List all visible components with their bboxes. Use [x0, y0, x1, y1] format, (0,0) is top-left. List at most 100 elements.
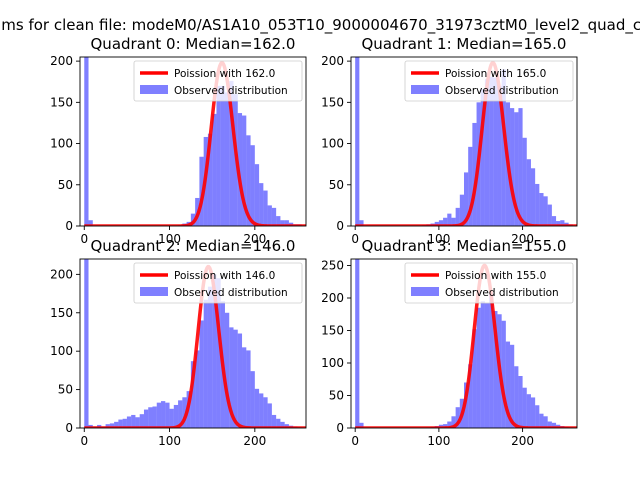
histogram-bar [246, 135, 251, 226]
histogram-bar [493, 77, 498, 226]
histogram-bar [199, 320, 204, 428]
histogram-bar [139, 414, 144, 428]
y-tick-label: 200 [321, 54, 344, 68]
y-tick-label: 200 [321, 291, 344, 305]
y-tick-label: 150 [321, 95, 344, 109]
y-tick-label: 100 [321, 137, 344, 151]
legend-bar-swatch [411, 287, 439, 296]
histogram-bar [233, 329, 238, 428]
legend-box [133, 262, 303, 304]
histogram-bar [212, 113, 217, 226]
histogram-bar [165, 402, 170, 428]
histogram-bar [216, 85, 221, 226]
legend-label-poisson: Poission with 165.0 [445, 68, 546, 80]
histogram-bar [152, 406, 157, 428]
legend-box [133, 60, 303, 102]
legend-bar-swatch [140, 287, 168, 296]
histogram-bar [237, 333, 243, 428]
histogram-bar [212, 274, 217, 428]
histogram-bar [178, 400, 183, 428]
histogram-bar [464, 172, 469, 226]
histogram-bar [518, 108, 523, 226]
histogram-bar [135, 417, 140, 428]
histogram-bar [199, 156, 204, 226]
histogram-bar [547, 204, 552, 226]
legend-box [404, 262, 574, 304]
histogram-bar [539, 193, 544, 226]
histogram-bar [530, 397, 536, 428]
histogram-bar [122, 418, 127, 428]
x-tick-label: 0 [351, 232, 359, 246]
histogram-bar [224, 312, 230, 428]
plot-area [83, 259, 306, 428]
panel-title: Quadrant 1: Median=165.0 [362, 35, 567, 53]
y-tick-label: 150 [50, 95, 73, 109]
histogram-bar [468, 364, 473, 428]
histogram-bar [451, 217, 456, 226]
y-tick-label: 150 [50, 306, 73, 320]
figure-suptitle: Histograms for clean file: modeM0/AS1A10… [0, 16, 640, 35]
histogram-bar [254, 388, 260, 428]
histogram-bar [271, 414, 277, 428]
histogram-bar [472, 329, 477, 428]
y-tick-label: 200 [50, 54, 73, 68]
histogram-bar [267, 403, 272, 428]
histogram-bar [220, 85, 225, 226]
histogram-bar [459, 194, 464, 226]
histogram-bar [84, 259, 89, 428]
histogram-bar [468, 146, 473, 226]
y-tick-label: 0 [65, 219, 73, 233]
histogram-bar [229, 80, 234, 226]
legend-label-observed: Observed distribution [174, 85, 288, 97]
y-tick-label: 200 [50, 267, 73, 281]
histogram-bar [355, 57, 360, 226]
histogram-bar [355, 259, 360, 428]
y-tick-label: 100 [321, 356, 344, 370]
histogram-bar [484, 79, 490, 226]
histogram-bar [530, 168, 536, 226]
y-tick-label: 100 [50, 344, 73, 358]
histogram-bar [169, 408, 174, 428]
histogram-bar [543, 416, 548, 428]
histogram-bar [284, 424, 289, 428]
histogram-bar [173, 404, 179, 428]
histogram-bar [190, 213, 196, 226]
x-tick-label: 0 [80, 434, 88, 448]
histogram-bar [203, 299, 208, 428]
histogram-bar [207, 133, 213, 226]
histogram-bar [455, 207, 460, 226]
histogram-bar [195, 350, 200, 428]
histogram-bar [284, 220, 289, 226]
histogram-bar [543, 196, 548, 226]
histogram-bar [88, 220, 93, 226]
legend-label-observed: Observed distribution [174, 287, 288, 299]
y-tick-label: 0 [336, 219, 344, 233]
x-tick-label: 200 [511, 434, 534, 448]
histogram-bar [551, 216, 557, 226]
quadrant-0-panel: Quadrant 0: Median=162.0 0 100 200 0 50 100 150… [50, 35, 307, 246]
x-tick-label: 100 [427, 434, 450, 448]
histogram-bar [156, 402, 162, 428]
histogram-bar [267, 205, 272, 226]
histogram-bar [359, 220, 364, 226]
histogram-bar [246, 350, 251, 428]
histogram-bar [489, 293, 494, 428]
panel-title: Quadrant 2: Median=146.0 [91, 237, 296, 255]
histogram-bar [526, 159, 531, 226]
axes-frame [79, 56, 307, 227]
histogram-bar [276, 216, 281, 226]
histogram-bar [109, 423, 115, 428]
histogram-bar [259, 393, 264, 428]
histogram-bar [451, 416, 456, 428]
y-tick-label: 50 [58, 383, 73, 397]
x-tick-label: 200 [511, 232, 534, 246]
histogram-bar [480, 301, 485, 428]
histogram-bar [250, 145, 255, 226]
histogram-bar [501, 69, 506, 226]
histogram-bar [493, 311, 498, 428]
legend-bar-swatch [411, 85, 439, 94]
y-tick-label: 50 [58, 178, 73, 192]
legend-label-poisson: Poission with 146.0 [174, 270, 275, 282]
histogram-bar [438, 220, 444, 226]
